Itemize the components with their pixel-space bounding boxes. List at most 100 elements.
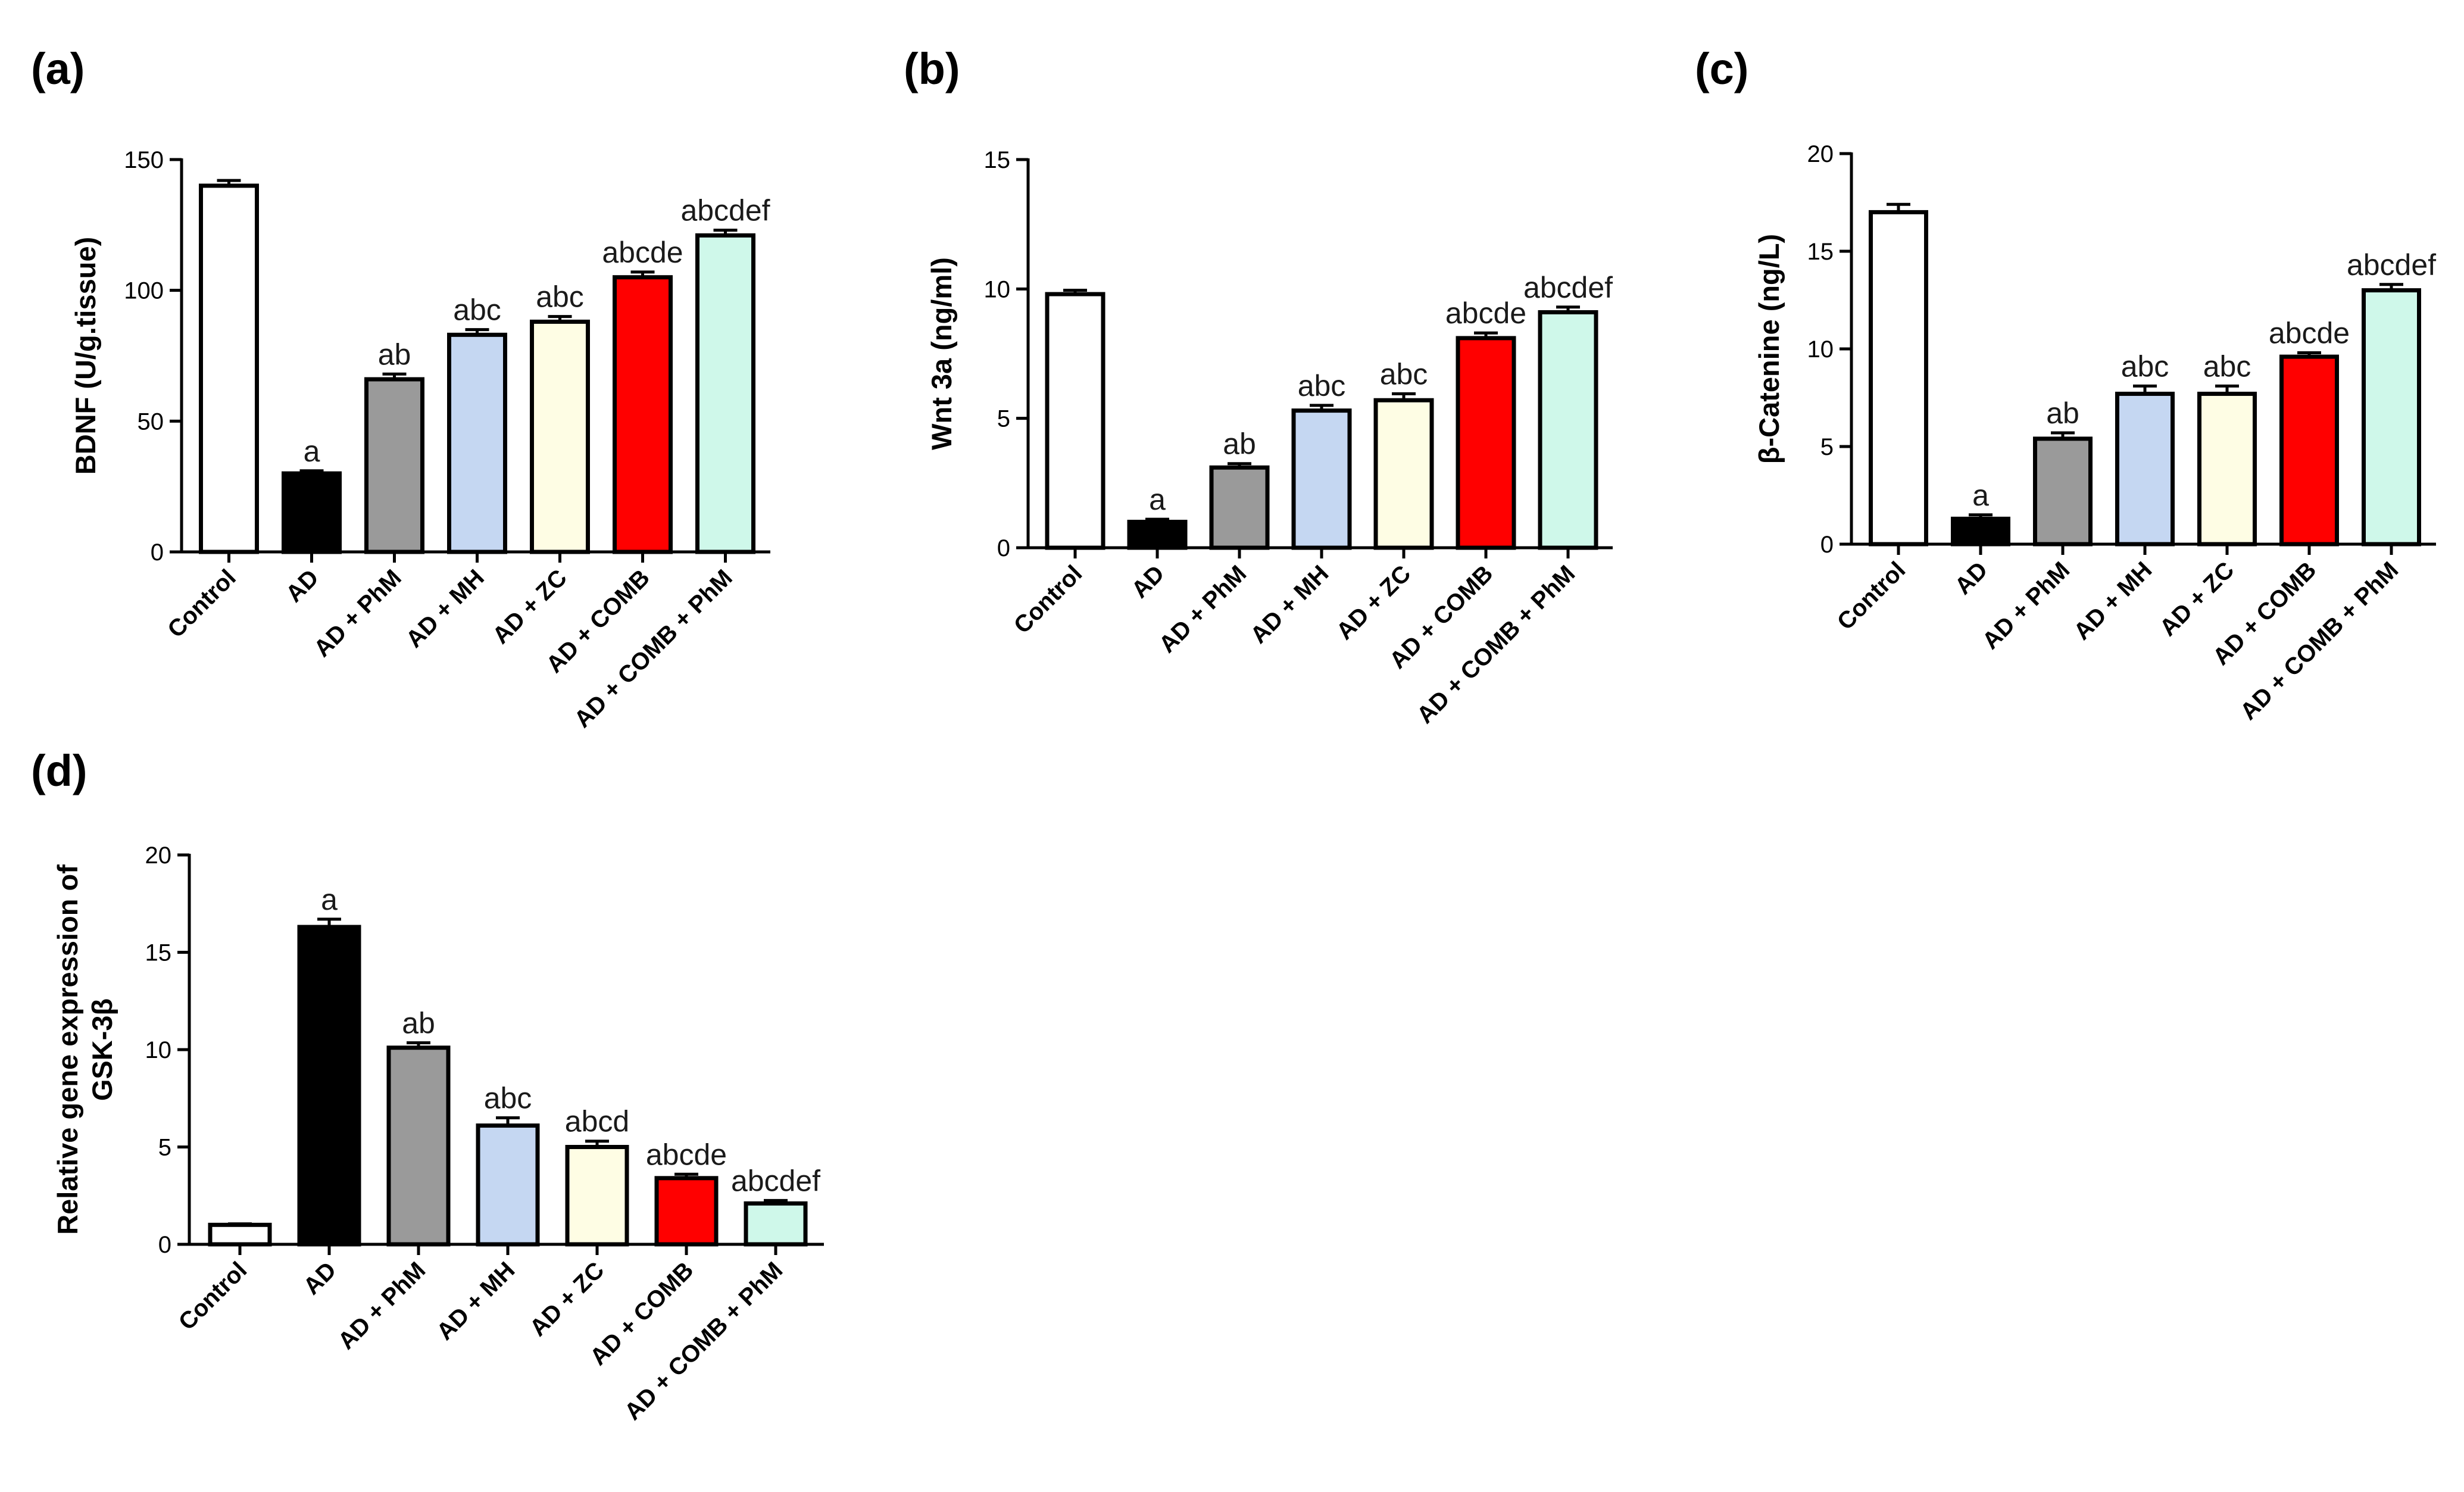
x-tick-label: AD + ZC [488, 564, 572, 649]
x-tick-label: AD + ZC [2154, 557, 2239, 641]
bar-ad [1127, 520, 1188, 550]
significance-label: abc [536, 280, 584, 314]
x-tick-label: AD + PhM [1977, 557, 2075, 654]
y-tick-label: 20 [145, 842, 172, 869]
x-tick-label: AD + MH [1245, 560, 1334, 648]
significance-label: abcdef [680, 194, 770, 227]
significance-label: a [1972, 479, 1989, 512]
x-tick-label: Control [1832, 557, 1911, 635]
x-tick-label: AD + COMB + PhM [1412, 560, 1581, 729]
x-tick-label: AD + COMB + PhM [2235, 557, 2404, 725]
significance-label: ab [1223, 427, 1256, 461]
significance-label: abc [484, 1081, 532, 1115]
y-tick-label: 0 [151, 539, 164, 566]
y-tick-label: 15 [1807, 239, 1834, 265]
significance-label: abcd [565, 1105, 629, 1138]
significance-label: ab [378, 338, 411, 371]
x-tick-label: Control [174, 1257, 252, 1335]
x-tick-label: Control [163, 564, 241, 643]
bar-ad-phm [1209, 465, 1270, 550]
significance-label: abcde [646, 1138, 727, 1171]
bar-ad-comb [2279, 354, 2339, 547]
bar-control [199, 183, 259, 554]
significance-label: abc [453, 294, 501, 327]
significance-label: abcdef [1523, 271, 1613, 304]
chart-panel-a: (a) BDNF (U/g.tissue) 0 50 100 150 Control a AD a… [31, 44, 770, 733]
y-tick-label: 5 [1820, 434, 1834, 460]
bar-ad-comb-phm [695, 233, 755, 554]
bar-ad-zc [2197, 391, 2257, 547]
significance-label: a [1149, 483, 1166, 516]
x-tick-label: AD + MH [2069, 557, 2157, 645]
bar-control [1869, 210, 1928, 547]
y-tick-label: 10 [984, 276, 1011, 302]
bar-ad-mh [1291, 408, 1352, 550]
y-tick-label: 50 [138, 408, 164, 435]
significance-label: abc [1298, 369, 1346, 402]
x-tick-label: AD + COMB + PhM [620, 1257, 788, 1425]
bar-ad [297, 925, 361, 1247]
x-tick-label: AD [1126, 560, 1169, 603]
bar-control [1045, 292, 1105, 550]
x-tick-label: AD [1950, 557, 1993, 600]
x-tick-label: AD + PhM [333, 1257, 430, 1354]
bar-ad-zc [565, 1145, 629, 1247]
bar-ad-comb [654, 1176, 719, 1247]
bar-ad-phm [386, 1045, 451, 1247]
significance-label: abcdef [731, 1164, 820, 1197]
x-tick-label: AD + PhM [309, 564, 407, 662]
significance-label: abcde [1445, 296, 1526, 330]
x-tick-label: AD + COMB + PhM [569, 564, 738, 733]
significance-label: a [321, 883, 338, 916]
panel-label: (a) [31, 44, 85, 93]
y-tick-label: 10 [145, 1037, 172, 1063]
chart-panel-c: (c) β-Catenine (ng/L) 0 5 10 15 20 Control a AD ab… [1695, 44, 2436, 725]
bar-ad-comb-phm [1538, 310, 1598, 550]
significance-label: a [304, 435, 320, 468]
bar-ad [1951, 516, 2010, 547]
chart-panel-b: (b) Wnt 3a (ng/ml) 0 5 10 15 Control a AD ab AD + … [904, 44, 1613, 729]
chart-panel-d: (d) Relative gene expression of GSK-3β 0 5 10… [31, 746, 824, 1425]
bar-ad-zc [1373, 398, 1434, 550]
bar-ad-comb-phm [744, 1201, 808, 1247]
y-axis-title: BDNF (U/g.tissue) [70, 237, 101, 475]
panel-label: (d) [31, 746, 88, 795]
y-tick-label: 5 [158, 1135, 171, 1161]
x-tick-label: AD + ZC [524, 1257, 609, 1341]
x-tick-label: AD + ZC [1331, 560, 1416, 645]
bar-ad-phm [364, 377, 424, 554]
significance-label: abcdef [2347, 248, 2436, 282]
y-tick-label: 15 [145, 940, 172, 966]
bar-ad [282, 471, 342, 554]
y-tick-label: 150 [124, 147, 164, 173]
significance-label: ab [402, 1007, 435, 1040]
significance-label: abcde [2269, 317, 2350, 350]
bar-ad-comb [1456, 336, 1516, 550]
bar-ad-comb [613, 275, 673, 554]
significance-label: abc [2203, 349, 2251, 383]
x-tick-label: AD + MH [401, 564, 489, 653]
y-tick-label: 15 [984, 147, 1011, 173]
y-tick-label: 100 [124, 278, 164, 304]
significance-label: abc [1380, 357, 1428, 391]
x-tick-label: AD + MH [432, 1257, 520, 1345]
bar-ad-mh [2115, 391, 2175, 547]
bar-ad-phm [2033, 436, 2093, 547]
significance-label: ab [2046, 397, 2079, 430]
y-axis-title: β-Catenine (ng/L) [1753, 234, 1785, 464]
y-tick-label: 5 [997, 406, 1010, 432]
significance-label: abcde [602, 236, 683, 269]
y-tick-label: 20 [1807, 141, 1834, 167]
x-tick-label: AD + PhM [1154, 560, 1251, 658]
bar-ad-mh [476, 1123, 540, 1247]
y-tick-label: 10 [1807, 336, 1834, 363]
y-tick-label: 0 [158, 1232, 171, 1258]
significance-label: abc [2121, 349, 2169, 383]
y-tick-label: 0 [997, 535, 1010, 561]
bar-ad-mh [447, 332, 507, 554]
bar-ad-zc [530, 319, 590, 554]
x-tick-label: AD [281, 564, 324, 607]
panel-label: (b) [904, 44, 960, 93]
panel-label: (c) [1695, 44, 1748, 93]
